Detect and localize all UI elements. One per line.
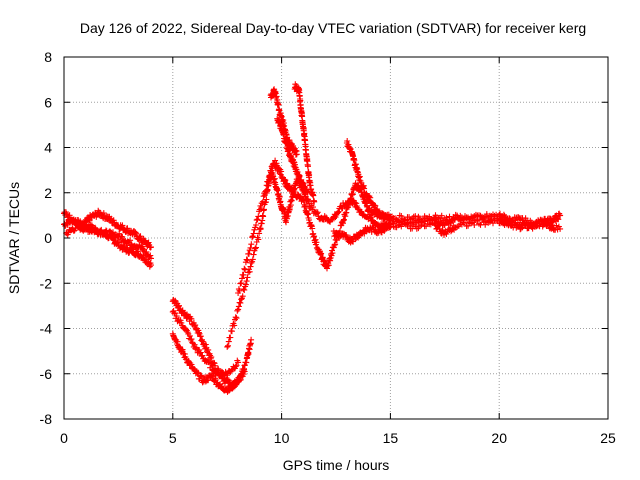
x-tick-label: 5 [169, 430, 177, 446]
y-tick-label: 8 [44, 49, 52, 65]
data-point-markers [274, 115, 311, 196]
series-track-6 [169, 308, 242, 379]
data-point-markers [330, 221, 394, 246]
grid [64, 57, 608, 419]
y-tick-label: -2 [40, 275, 53, 291]
x-tick-label: 0 [60, 430, 68, 446]
data-point-markers [387, 212, 557, 232]
data-point-markers [169, 308, 242, 379]
series-track-9 [267, 86, 300, 158]
series-track-3 [63, 221, 154, 262]
series-track-11 [291, 81, 318, 205]
series-track-8 [235, 169, 394, 296]
x-axis-label: GPS time / hours [283, 457, 390, 473]
data-point-markers [63, 221, 154, 262]
data-point-markers [343, 138, 394, 224]
y-tick-label: -6 [40, 366, 53, 382]
x-tick-label: 15 [383, 430, 399, 446]
x-axis: 0 5 10 15 20 25 [60, 57, 616, 446]
series-track-12 [330, 221, 394, 246]
series-track-5 [169, 330, 248, 395]
y-tick-label: 6 [44, 94, 52, 110]
chart-title: Day 126 of 2022, Sidereal Day-to-day VTE… [80, 20, 586, 36]
y-axis-label: SDTVAR / TECUs [6, 182, 22, 294]
data-point-markers [235, 169, 394, 296]
data-point-markers [291, 81, 318, 205]
series-track-10 [274, 115, 311, 196]
data-points [61, 81, 564, 395]
data-point-markers [169, 330, 248, 395]
data-point-markers [267, 86, 300, 158]
y-tick-label: 2 [44, 185, 52, 201]
y-tick-label: 4 [44, 140, 52, 156]
x-tick-label: 25 [600, 430, 616, 446]
y-tick-label: 0 [44, 230, 52, 246]
series-track-16 [387, 212, 557, 232]
series-track-13 [343, 138, 394, 224]
y-tick-label: -4 [40, 321, 53, 337]
x-tick-label: 20 [491, 430, 507, 446]
y-axis: -8 -6 -4 -2 0 2 4 6 8 [40, 49, 608, 427]
x-tick-label: 10 [274, 430, 290, 446]
y-tick-label: -8 [40, 411, 53, 427]
